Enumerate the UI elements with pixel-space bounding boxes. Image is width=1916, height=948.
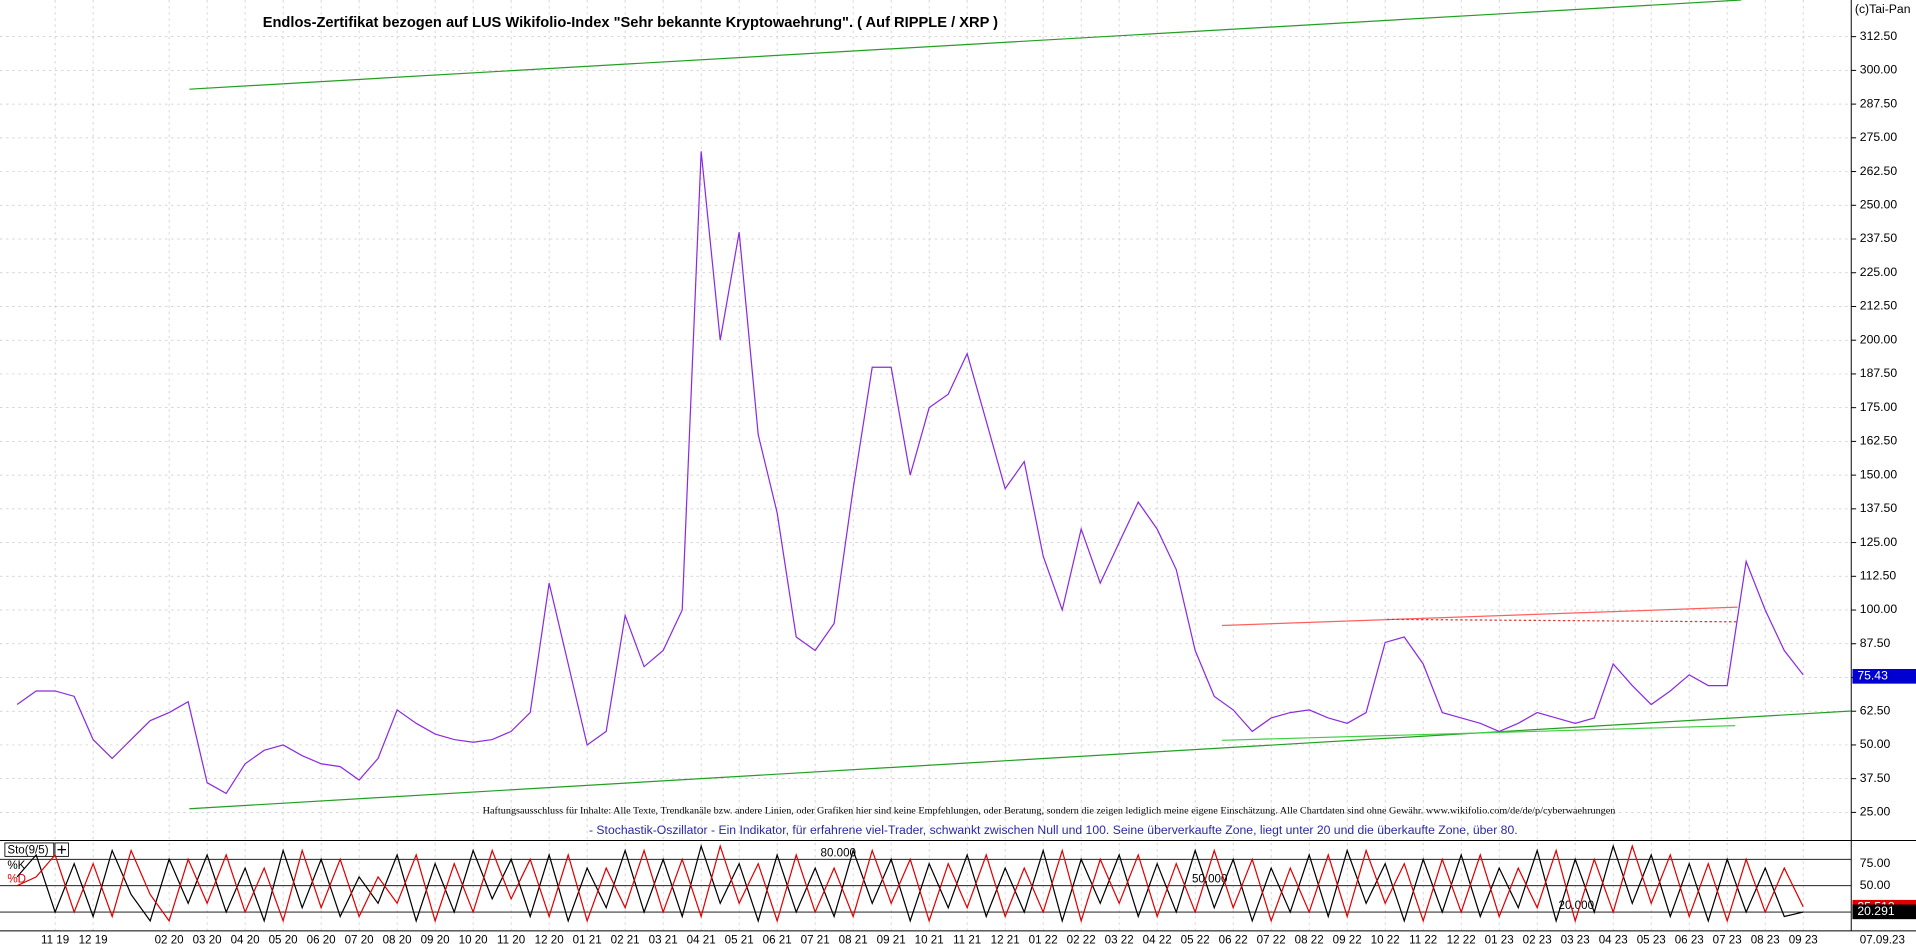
- x-tick-label: 09 20: [421, 934, 450, 947]
- y-tick-label: 75.00: [1860, 856, 1891, 870]
- y-tick-label: 250.00: [1860, 198, 1898, 212]
- y-tick-label: 125.00: [1860, 535, 1898, 549]
- x-tick-label: 02 20: [155, 934, 184, 947]
- x-tick-label: 05 21: [725, 934, 754, 947]
- x-tick-label: 04 22: [1143, 934, 1172, 947]
- x-tick-label: 12 20: [535, 934, 564, 947]
- y-tick-label: 237.50: [1860, 231, 1898, 245]
- x-tick-label: 04 23: [1599, 934, 1628, 947]
- y-tick-label: 275.00: [1860, 130, 1898, 144]
- current-price-label: 75.43: [1857, 669, 1888, 683]
- level-label: 50.000: [1192, 873, 1227, 886]
- legend-k: %K: [7, 859, 25, 872]
- x-tick-label: 03 22: [1105, 934, 1134, 947]
- copyright: (c)Tai-Pan: [1855, 2, 1911, 16]
- x-tick-label: 12 22: [1447, 934, 1476, 947]
- chart-title: Endlos-Zertifikat bezogen auf LUS Wikifo…: [263, 15, 998, 31]
- y-tick-label: 50.00: [1860, 878, 1891, 892]
- x-tick-label: 02 23: [1523, 934, 1552, 947]
- y-tick-label: 187.50: [1860, 366, 1898, 380]
- y-tick-label: 112.50: [1860, 569, 1897, 583]
- x-tick-label: 11 19: [41, 934, 69, 947]
- x-tick-label: 11 22: [1409, 934, 1437, 947]
- x-tick-label: 07 20: [345, 934, 374, 947]
- x-tick-label: 07 22: [1257, 934, 1286, 947]
- y-tick-label: 137.50: [1860, 501, 1898, 515]
- x-tick-label: 06 22: [1219, 934, 1248, 947]
- x-tick-label: 08 21: [839, 934, 868, 947]
- y-tick-label: 287.50: [1860, 96, 1898, 110]
- x-tick-label: 05 23: [1637, 934, 1666, 947]
- x-tick-label: 06 20: [307, 934, 336, 947]
- y-tick-label: 150.00: [1860, 467, 1898, 481]
- x-tick-label: 02 21: [611, 934, 640, 947]
- x-tick-label: 12 21: [991, 934, 1020, 947]
- x-tick-label: 02 22: [1067, 934, 1096, 947]
- x-tick-label: 10 22: [1371, 934, 1400, 947]
- stochastic-line: [16, 843, 1804, 924]
- y-tick-label: 262.50: [1860, 164, 1898, 178]
- x-tick-label: 03 21: [649, 934, 678, 947]
- legend-d: %D: [7, 873, 26, 886]
- y-tick-label: 175.00: [1860, 400, 1898, 414]
- y-tick-label: 100.00: [1860, 602, 1898, 616]
- x-tick-label: 01 23: [1485, 934, 1514, 947]
- current-value-label: 20.291: [1857, 904, 1895, 918]
- x-tick-label: 08 23: [1751, 934, 1780, 947]
- x-tick-label: 09 21: [877, 934, 906, 947]
- x-tick-label: 08 20: [383, 934, 412, 947]
- x-tick-label: 03 23: [1561, 934, 1590, 947]
- x-tick-label: 12 19: [79, 934, 108, 947]
- y-tick-label: 300.00: [1860, 63, 1898, 77]
- y-tick-label: 50.00: [1860, 737, 1891, 751]
- x-tick-label: 01 21: [573, 934, 602, 947]
- level-label: 20.000: [1559, 899, 1594, 912]
- y-tick-label: 62.50: [1860, 703, 1891, 717]
- disclaimer: Haftungsausschluss für Inhalte: Alle Tex…: [483, 805, 1616, 816]
- y-tick-label: 87.50: [1860, 636, 1891, 650]
- trend-line: [1221, 606, 1738, 627]
- indicator-description: - Stochastik-Oszillator - Ein Indikator,…: [589, 823, 1518, 837]
- x-tick-label: 04 21: [687, 934, 716, 947]
- stochastic-line: [16, 843, 1804, 924]
- x-tick-label: 09 22: [1333, 934, 1362, 947]
- y-tick-label: 37.50: [1860, 771, 1891, 785]
- x-tick-label: 05 22: [1181, 934, 1210, 947]
- indicator-box: [4, 842, 55, 857]
- x-tick-label: 11 20: [497, 934, 525, 947]
- y-tick-label: 312.50: [1860, 29, 1898, 43]
- last-date: 07.09.23: [1860, 934, 1905, 947]
- plus-icon: [57, 845, 66, 854]
- x-tick-label: 05 20: [269, 934, 298, 947]
- y-tick-label: 212.50: [1860, 299, 1898, 313]
- trend-line: [189, 710, 1852, 810]
- trend-line: [1221, 725, 1736, 741]
- x-tick-label: 01 22: [1029, 934, 1058, 947]
- indicator-name: Sto(9/5): [7, 843, 48, 856]
- level-label: 80.000: [821, 846, 856, 859]
- x-tick-label: 11 21: [953, 934, 981, 947]
- x-tick-label: 08 22: [1295, 934, 1324, 947]
- x-tick-label: 10 21: [915, 934, 944, 947]
- x-tick-label: 03 20: [193, 934, 222, 947]
- x-tick-label: 07 21: [801, 934, 830, 947]
- y-tick-label: 225.00: [1860, 265, 1898, 279]
- x-tick-label: 06 23: [1675, 934, 1704, 947]
- price-line: [16, 151, 1804, 795]
- y-tick-label: 25.00: [1860, 805, 1891, 819]
- trend-line: [189, 0, 1742, 90]
- x-tick-label: 04 20: [231, 934, 260, 947]
- x-tick-label: 10 20: [459, 934, 488, 947]
- y-tick-label: 200.00: [1860, 332, 1898, 346]
- current-value-box: [1852, 904, 1916, 920]
- current-price-box: [1852, 668, 1916, 684]
- x-tick-label: 06 21: [763, 934, 792, 947]
- y-tick-label: 162.50: [1860, 434, 1898, 448]
- x-tick-label: 07 23: [1713, 934, 1742, 947]
- x-tick-label: 09 23: [1789, 934, 1818, 947]
